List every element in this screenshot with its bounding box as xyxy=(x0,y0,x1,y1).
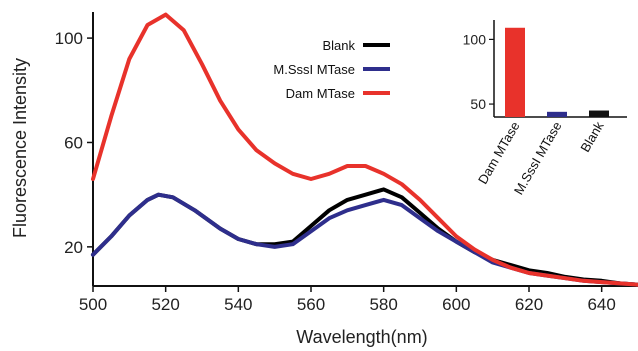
x-tick-label: 600 xyxy=(442,295,470,314)
inset-y-tick-label: 50 xyxy=(470,96,486,112)
x-tick-label: 580 xyxy=(369,295,397,314)
x-tick-label: 640 xyxy=(587,295,615,314)
inset-bar xyxy=(547,111,567,117)
y-axis-title: Fluorescence Intensity xyxy=(10,58,30,238)
inset-category-label: Dam MTase xyxy=(475,119,523,187)
inset-category-label: Blank xyxy=(577,119,606,155)
y-tick-label: 100 xyxy=(55,29,83,48)
y-tick-label: 20 xyxy=(64,238,83,257)
x-tick-label: 500 xyxy=(79,295,107,314)
legend-label-dam: Dam MTase xyxy=(286,86,355,101)
x-tick-label: 560 xyxy=(297,295,325,314)
series-line-msssi xyxy=(91,192,638,287)
legend-label-msssi: M.SssI MTase xyxy=(273,62,355,77)
legend: Blank M.SssI MTase Dam MTase xyxy=(273,38,390,101)
x-tick-label: 540 xyxy=(224,295,252,314)
x-tick-label: 620 xyxy=(515,295,543,314)
legend-label-blank: Blank xyxy=(322,38,355,53)
y-tick-label: 60 xyxy=(64,133,83,152)
x-tick-label: 520 xyxy=(151,295,179,314)
inset-y-tick-label: 100 xyxy=(463,31,487,47)
series-line-dam xyxy=(91,12,638,287)
x-axis-title: Wavelength(nm) xyxy=(296,327,427,347)
inset-bar xyxy=(505,27,525,117)
inset-bar xyxy=(589,110,609,117)
